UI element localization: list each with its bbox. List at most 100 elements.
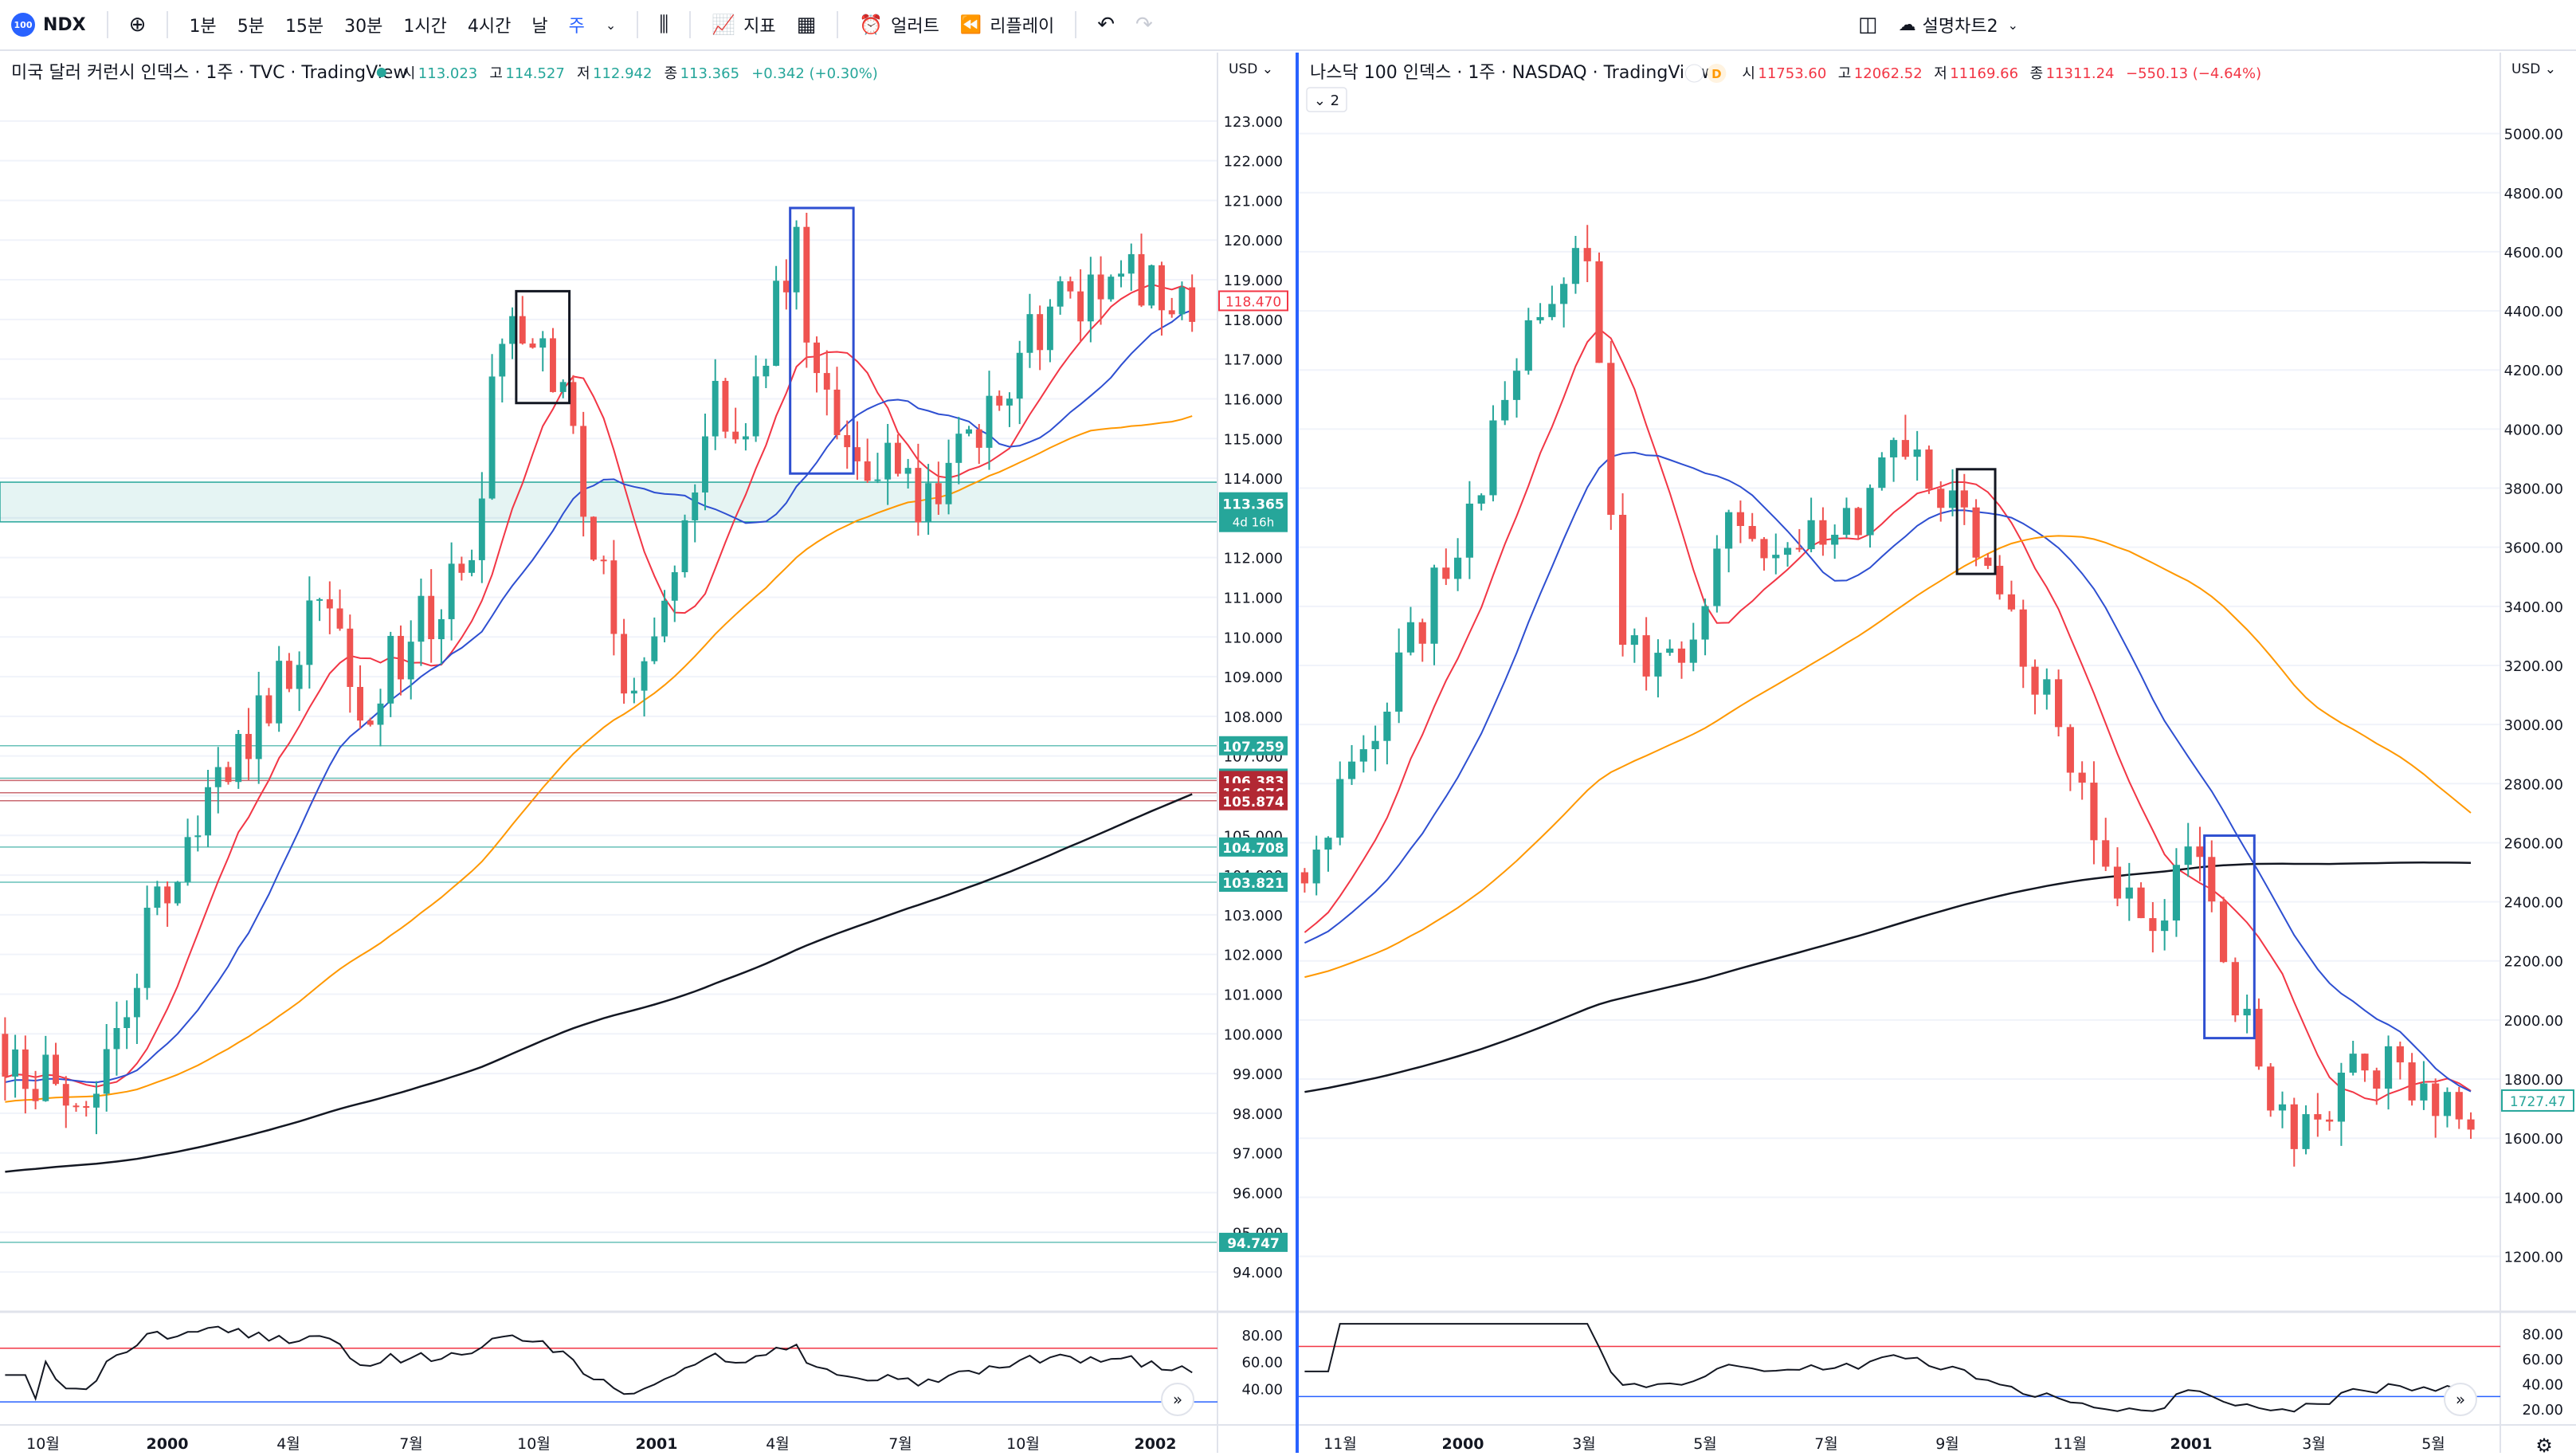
- symbol-logo-icon[interactable]: 100: [11, 13, 35, 37]
- support-zone: [0, 481, 1218, 523]
- chevron-down-icon[interactable]: ⌄: [605, 17, 617, 33]
- candle-body: [2361, 1054, 2369, 1071]
- templates-grid-icon[interactable]: ▦: [796, 13, 817, 37]
- indicators-icon: 📈: [712, 14, 736, 36]
- interval-week-button[interactable]: 주: [568, 17, 585, 37]
- redo-icon[interactable]: ↷: [1135, 13, 1153, 37]
- interval-30m-button[interactable]: 30분: [344, 17, 383, 37]
- candle-body: [1454, 557, 1462, 579]
- price-tick-label: 123.000: [1224, 114, 1283, 131]
- candle-body: [2113, 866, 2122, 899]
- time-tick-label: 7월: [888, 1435, 912, 1453]
- candle-body: [12, 1049, 19, 1077]
- ohlc-label: 종: [665, 65, 678, 82]
- price-tick-label: 108.000: [1224, 709, 1283, 726]
- price-tick-label: 3600.00: [2504, 540, 2563, 557]
- candle-body: [184, 837, 191, 882]
- candle-body: [1138, 253, 1145, 306]
- replay-button[interactable]: ⏪ 리플레이: [960, 12, 1054, 37]
- candle-body: [509, 316, 516, 344]
- candle-body: [1807, 520, 1815, 550]
- alarm-clock-icon: ⏰: [859, 14, 884, 36]
- price-level-tag: [1219, 791, 1288, 810]
- candle-body: [133, 987, 140, 1018]
- candle-body: [884, 442, 892, 480]
- replay-label: 리플레이: [990, 17, 1055, 37]
- candle-body: [1960, 490, 1968, 508]
- candle-body: [752, 376, 759, 437]
- candle-body: [1406, 622, 1415, 653]
- interval-5m-button[interactable]: 5분: [237, 17, 265, 37]
- candle-body: [2455, 1092, 2463, 1120]
- ohlc-label: 저: [1934, 65, 1947, 82]
- candle-body: [2337, 1072, 2345, 1122]
- candle-body: [458, 563, 465, 573]
- interval-4h-button[interactable]: 4시간: [467, 17, 512, 37]
- toolbar-divider: [106, 11, 108, 38]
- candle-body: [2196, 846, 2204, 858]
- rsi-tick-label: 80.00: [2522, 1327, 2563, 1344]
- candle-body: [2231, 962, 2239, 1016]
- candle-body: [844, 435, 851, 448]
- layout-split-icon[interactable]: ◫: [1858, 13, 1878, 37]
- candle-body: [814, 342, 820, 374]
- candle-body: [722, 380, 729, 432]
- alerts-button[interactable]: ⏰ 얼러트: [859, 12, 939, 37]
- left-chart-canvas[interactable]: USD ⌄ 123.000 122.000 121.000 120.000 119.000…: [0, 53, 1296, 1453]
- right-chart-pane[interactable]: USD ⌄ 5000.00 4800.00 4600.00 4400.00 4200.00…: [1296, 53, 2576, 1456]
- candle-body: [428, 595, 435, 640]
- price-tick-label: 101.000: [1224, 987, 1283, 1003]
- price-level-tag: [1219, 736, 1288, 755]
- candle-body: [1477, 495, 1485, 504]
- candle-body: [1324, 838, 1332, 850]
- candle-body: [245, 733, 252, 759]
- candle-body: [316, 598, 323, 601]
- layout-name-button[interactable]: ☁ 설명차트2 ⌄: [1899, 12, 2018, 37]
- right-chart-canvas[interactable]: USD ⌄ 5000.00 4800.00 4600.00 4400.00 4200.00…: [1299, 53, 2576, 1456]
- last-price-tag: [1219, 492, 1288, 532]
- candle-body: [367, 720, 374, 725]
- candle-body: [2243, 1008, 2251, 1016]
- candle-body: [154, 886, 161, 909]
- time-tick-label: 10월: [517, 1435, 551, 1453]
- price-tick-label: 98.000: [1233, 1106, 1283, 1123]
- rsi-line: [5, 1325, 1193, 1402]
- candle-body: [2349, 1054, 2357, 1073]
- collapse-indicators-label: ⌄ 2: [1314, 92, 1339, 109]
- candle-body: [793, 226, 800, 292]
- symbol-search-button[interactable]: NDX: [43, 15, 86, 35]
- indicators-button[interactable]: 📈 지표: [712, 12, 775, 37]
- candle-body: [1037, 314, 1044, 351]
- interval-1h-button[interactable]: 1시간: [403, 17, 447, 37]
- undo-icon[interactable]: ↶: [1097, 13, 1115, 37]
- interval-15m-button[interactable]: 15분: [284, 17, 324, 37]
- candle-body: [1118, 273, 1124, 277]
- ma-200-line: [1304, 861, 2472, 1093]
- price-tick-label: 111.000: [1224, 590, 1283, 606]
- candle-body: [661, 600, 668, 637]
- candle-body: [2467, 1119, 2475, 1130]
- candle-body: [387, 635, 394, 704]
- price-level-tag-text: 104.708: [1222, 841, 1284, 857]
- market-status-dot: [376, 68, 386, 77]
- candle-body: [1371, 740, 1379, 750]
- candle-style-icon[interactable]: ⫼: [659, 12, 669, 37]
- candle-body: [2090, 783, 2098, 841]
- candle-body: [2161, 920, 2169, 932]
- candle-body: [2384, 1046, 2393, 1089]
- interval-day-button[interactable]: 날: [531, 17, 548, 37]
- price-tick-label: 120.000: [1224, 233, 1283, 249]
- candle-body: [1972, 507, 1980, 558]
- price-tick-label: 4600.00: [2504, 245, 2563, 261]
- left-chart-pane[interactable]: USD ⌄ 123.000 122.000 121.000 120.000 119.000…: [0, 53, 1296, 1453]
- candle-body: [600, 559, 607, 562]
- candle-body: [833, 389, 841, 436]
- candle-body: [732, 431, 739, 440]
- candle-body: [610, 560, 618, 634]
- interval-1m-button[interactable]: 1분: [189, 17, 217, 37]
- candle-body: [1108, 277, 1115, 300]
- toolbar-divider: [167, 11, 169, 38]
- candle-body: [966, 429, 972, 434]
- toolbar-divider: [1075, 11, 1077, 38]
- plus-circle-icon[interactable]: ⊕: [128, 13, 147, 37]
